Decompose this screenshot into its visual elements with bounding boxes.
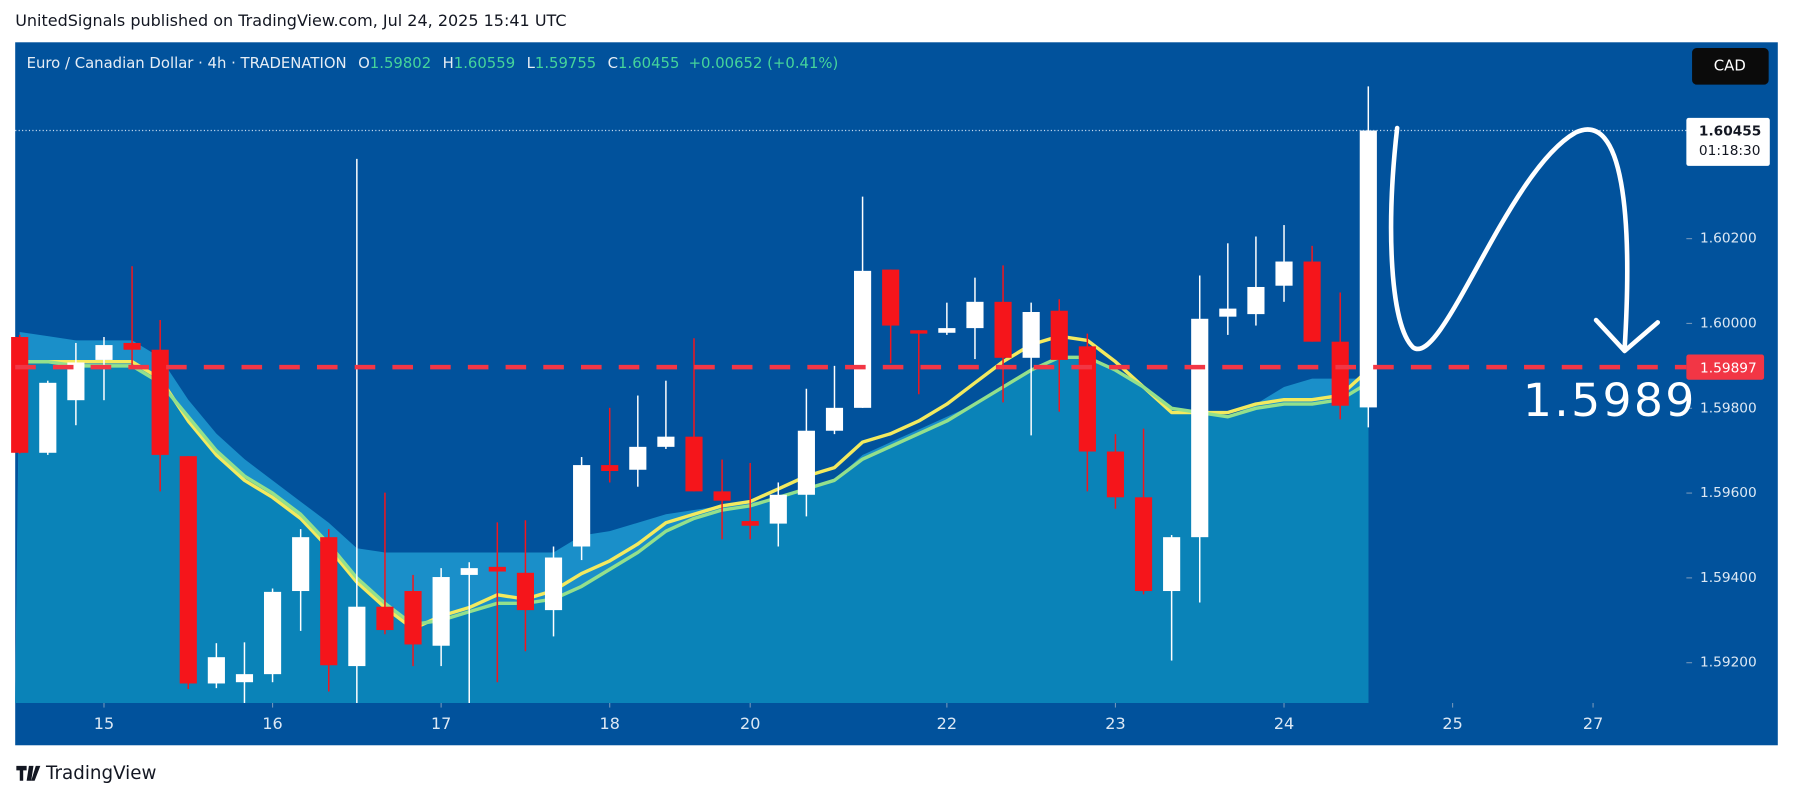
currency-label[interactable]: CAD bbox=[1714, 56, 1746, 74]
candle-body bbox=[544, 557, 563, 611]
y-tick-label: 1.59600 bbox=[1700, 485, 1757, 501]
candle-body bbox=[488, 566, 506, 572]
candle-body bbox=[1303, 261, 1321, 342]
y-tick-label: 1.60000 bbox=[1700, 315, 1757, 331]
tradingview-logo bbox=[16, 765, 41, 781]
candle-body bbox=[601, 465, 619, 472]
drawn-arrow bbox=[1388, 125, 1630, 352]
candle-body bbox=[713, 491, 731, 501]
candle-body bbox=[460, 568, 478, 575]
ohlc-letter: C bbox=[608, 54, 618, 72]
candle-body bbox=[938, 328, 956, 333]
candle-body bbox=[994, 301, 1012, 358]
x-tick-label: 23 bbox=[1105, 714, 1125, 733]
candle-body bbox=[1331, 341, 1349, 406]
ohlc-letter: O bbox=[358, 54, 370, 72]
x-tick-label: 17 bbox=[431, 714, 451, 733]
price-annotation: 1.5989 bbox=[1523, 374, 1697, 427]
candle-body bbox=[769, 494, 787, 524]
candle-body bbox=[629, 446, 647, 470]
ohlc-value: 1.60455 bbox=[618, 54, 679, 72]
last-price-label: 1.60455 bbox=[1699, 124, 1761, 140]
candle-body bbox=[854, 270, 872, 408]
x-tick-label: 20 bbox=[740, 714, 760, 733]
ohlc-letter: L bbox=[527, 54, 536, 72]
candle-body bbox=[1247, 286, 1265, 315]
candle-body bbox=[1219, 308, 1237, 317]
candle-body bbox=[179, 456, 197, 684]
last-price-box bbox=[1686, 117, 1770, 166]
x-tick-label: 27 bbox=[1583, 714, 1603, 733]
candle-body bbox=[123, 342, 141, 350]
footer-brand: TradingView bbox=[45, 763, 156, 784]
candle-body bbox=[966, 301, 984, 329]
candle-body bbox=[1359, 130, 1377, 408]
candle-body bbox=[95, 345, 113, 360]
ohlc-value: 1.60559 bbox=[454, 54, 515, 72]
candle-body bbox=[1106, 451, 1125, 498]
level-label: 1.59897 bbox=[1700, 360, 1757, 376]
moving-average bbox=[19, 355, 1370, 627]
candle-body bbox=[67, 362, 85, 401]
candle-body bbox=[11, 337, 29, 453]
candle-body bbox=[741, 521, 759, 526]
candle-body bbox=[207, 657, 225, 684]
publish-header: UnitedSignals published on TradingView.c… bbox=[15, 11, 566, 30]
candle-body bbox=[376, 606, 394, 631]
ohlc-value: 1.59802 bbox=[370, 54, 431, 72]
symbol-name: Euro / Canadian Dollar · 4h · TRADENATIO… bbox=[27, 54, 347, 72]
candle-body bbox=[263, 591, 282, 675]
price-change: +0.00652 (+0.41%) bbox=[689, 54, 839, 72]
candle-body bbox=[39, 382, 57, 453]
candle-body bbox=[1022, 311, 1040, 358]
y-tick-label: 1.59400 bbox=[1700, 570, 1757, 586]
candle-body bbox=[1134, 497, 1153, 592]
candle-body bbox=[292, 537, 310, 592]
candle-body bbox=[1275, 261, 1293, 286]
currency-button[interactable] bbox=[1692, 48, 1769, 85]
y-tick-label: 1.59200 bbox=[1700, 655, 1757, 671]
x-tick-label: 15 bbox=[94, 714, 114, 733]
candle-body bbox=[151, 349, 169, 455]
x-tick-label: 24 bbox=[1274, 714, 1294, 733]
candle-body bbox=[825, 407, 844, 431]
candle-body bbox=[882, 269, 900, 326]
bar-countdown: 01:18:30 bbox=[1699, 143, 1761, 159]
candle-body bbox=[348, 606, 366, 667]
y-tick-label: 1.59800 bbox=[1700, 400, 1757, 416]
ohlc-value: 1.59755 bbox=[535, 54, 596, 72]
candle-body bbox=[1191, 318, 1209, 538]
candle-body bbox=[516, 572, 534, 611]
candle-body bbox=[1163, 537, 1181, 592]
candle-body bbox=[910, 330, 928, 334]
candle-body bbox=[797, 430, 815, 495]
plot-layer: 1.59200 1.59400 1.59600 1.59800 1.60000 1.602… bbox=[11, 86, 1770, 733]
candle-body bbox=[320, 537, 338, 666]
level-label-box bbox=[1686, 354, 1765, 380]
candle-body bbox=[685, 436, 703, 492]
symbol-legend: Euro / Canadian Dollar · 4h · TRADENATIO… bbox=[27, 54, 839, 72]
candle-body bbox=[1050, 310, 1068, 360]
candle-body bbox=[573, 465, 591, 547]
candle-body bbox=[235, 674, 254, 683]
ohlc-letter: H bbox=[443, 54, 454, 72]
x-tick-label: 16 bbox=[262, 714, 282, 733]
candle-body bbox=[432, 577, 450, 646]
candle-body bbox=[404, 591, 422, 645]
candle-body bbox=[1078, 346, 1096, 452]
candle-body bbox=[657, 436, 675, 447]
y-tick-label: 1.60200 bbox=[1700, 231, 1757, 247]
x-tick-label: 25 bbox=[1442, 714, 1462, 733]
x-tick-label: 18 bbox=[600, 714, 620, 733]
x-tick-label: 22 bbox=[937, 714, 957, 733]
drawn-arrowhead bbox=[1593, 317, 1661, 354]
